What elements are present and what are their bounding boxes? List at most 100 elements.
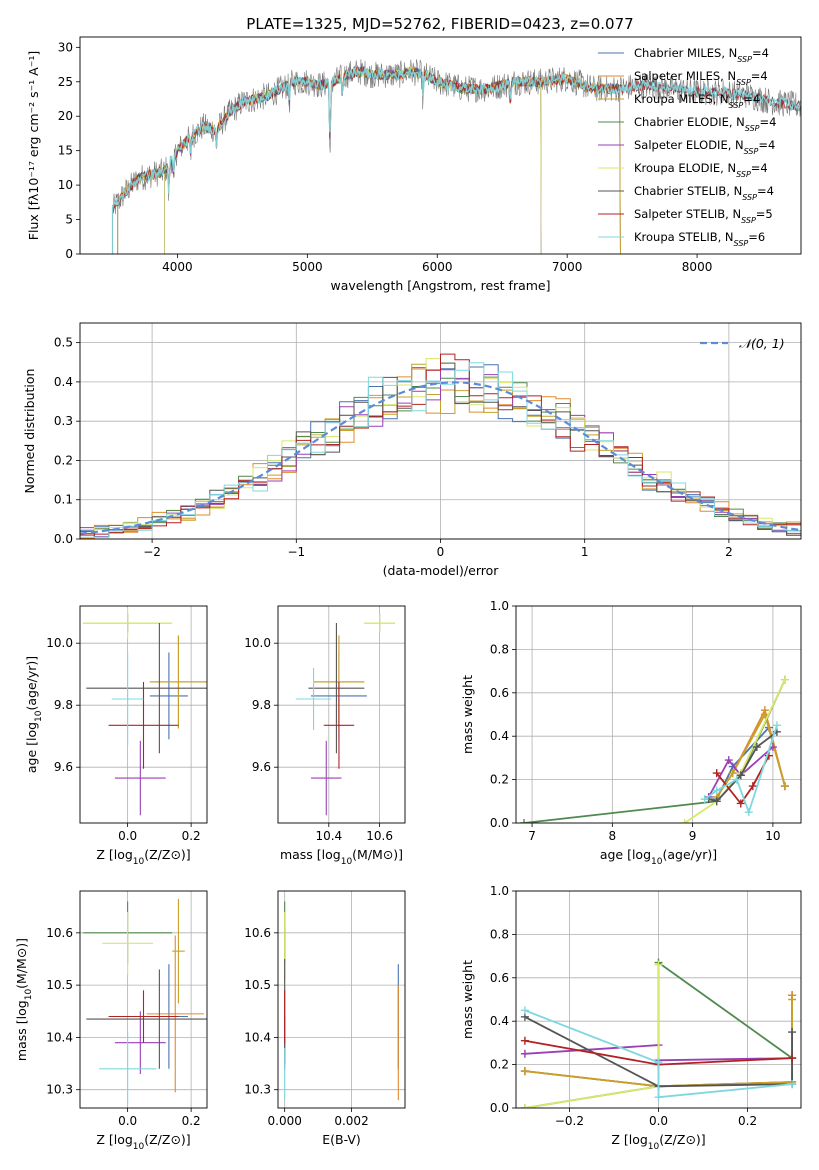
legend-label-suffix: =4 <box>751 161 768 175</box>
age-vs-mass-panel: 10.4 10.6 9.6 9.8 10.0 mass [log10(M/M⊙)] <box>244 605 406 867</box>
label-subscript: 10 <box>34 710 44 722</box>
model-spectrum-line <box>111 67 801 254</box>
weight-marker <box>520 819 529 823</box>
legend-label: Salpeter STELIB, NSSP=5 <box>634 207 773 225</box>
y-tick-label: 0.2 <box>490 773 509 787</box>
model-spectrum-line <box>164 66 542 254</box>
axes-frame <box>79 890 208 1109</box>
y-tick-label: 30 <box>58 40 73 54</box>
weight-marker <box>736 771 745 780</box>
legend-label: Chabrier ELODIE, NSSP=4 <box>634 115 776 133</box>
legend-label-subscript: SSP <box>736 170 751 179</box>
y-tick-label: 0.0 <box>490 1101 509 1115</box>
x-axis-label: Z [log10(Z/Z⊙)] <box>96 847 190 867</box>
x-tick-label: 8000 <box>682 260 713 274</box>
x-tick-label: 0.0 <box>649 1114 668 1128</box>
legend: Chabrier MILES, NSSP=4 Salpeter MILES, NS… <box>598 46 776 248</box>
weight-marker <box>752 743 761 752</box>
label-part: (Z/Z⊙)] <box>144 1132 190 1147</box>
y-tick-label: 0.8 <box>490 927 509 941</box>
plot-area <box>520 958 797 1108</box>
legend-label: 𝒩(0, 1) <box>739 336 785 351</box>
weight-marker <box>520 1049 529 1058</box>
label-subscript: 10 <box>24 989 34 1001</box>
legend-label: Salpeter ELODIE, NSSP=4 <box>634 138 775 156</box>
plot-area <box>520 675 789 823</box>
y-tick-label: 0.0 <box>490 816 509 830</box>
x-tick-label: 10 <box>765 829 780 843</box>
x-axis-label: Z [log10(Z/Z⊙)] <box>96 1132 190 1152</box>
x-tick-label: 10.4 <box>315 829 342 843</box>
y-tick-label: 10.0 <box>46 636 73 650</box>
plot-area <box>111 59 801 254</box>
weight-marker <box>772 721 781 730</box>
x-tick-label: 0.0 <box>118 1114 137 1128</box>
model-spectrum-line <box>164 66 542 254</box>
weight-marker <box>654 960 663 969</box>
x-tick-label: −2 <box>143 545 161 559</box>
weight-marker <box>728 769 737 778</box>
weight-marker <box>520 1006 529 1015</box>
legend-label-text: Kroupa ELODIE, N <box>634 161 736 175</box>
plot-area <box>83 898 207 1106</box>
legend-label: Kroupa MILES, NSSP=4 <box>634 92 760 110</box>
x-tick-label: 7000 <box>552 260 583 274</box>
y-tick-label: 0.4 <box>54 375 73 389</box>
y-tick-label: 9.6 <box>54 760 73 774</box>
label-subscript: 10 <box>133 857 145 867</box>
x-axis-label: E(B-V) <box>322 1132 361 1147</box>
axes-frame <box>277 890 406 1109</box>
legend-label-subscript: SSP <box>742 193 757 202</box>
residuals-panel: −2 −1 0 1 2 0.0 0.1 0.2 0.3 0.4 0.5 (data-model)/er… <box>22 322 802 578</box>
label-part: (age/yr)] <box>662 847 717 862</box>
y-tick-label: 5 <box>65 213 73 227</box>
label-part: (M/M⊙)] <box>14 938 29 989</box>
y-tick-label: 0.8 <box>490 642 509 656</box>
y-tick-label: 10.4 <box>46 1030 73 1044</box>
y-tick-label: 25 <box>58 75 73 89</box>
legend-label-text: Kroupa STELIB, N <box>634 230 734 244</box>
label-part: (age/yr)] <box>24 656 39 711</box>
label-part: age [log <box>600 847 651 862</box>
legend-label-suffix: =6 <box>748 230 765 244</box>
label-part: Z [log <box>96 1132 132 1147</box>
legend-label: Chabrier STELIB, NSSP=4 <box>634 184 774 202</box>
legend-label-suffix: =4 <box>743 92 760 106</box>
x-tick-label: 0 <box>437 545 445 559</box>
x-tick-label: 2 <box>725 545 733 559</box>
legend-label: Chabrier MILES, NSSP=4 <box>634 46 769 64</box>
y-tick-label: 20 <box>58 109 73 123</box>
legend-label-text: Salpeter ELODIE, N <box>634 138 744 152</box>
weight-line <box>707 746 774 798</box>
legend-label: Kroupa STELIB, NSSP=6 <box>634 230 765 248</box>
label-part: mass [log <box>280 847 341 862</box>
label-part: E(B-V) <box>322 1132 361 1147</box>
legend-label: Salpeter MILES, NSSP=4 <box>634 69 768 87</box>
y-tick-label: 10.4 <box>244 1030 271 1044</box>
label-part: mass weight <box>460 960 475 1039</box>
weight-marker <box>712 786 721 795</box>
normal-reference-curve <box>80 381 801 535</box>
label-subscript: 10 <box>133 1142 145 1152</box>
x-tick-label: −1 <box>287 545 305 559</box>
label-part: (M/M⊙)] <box>352 847 403 862</box>
model-spectrum-line <box>117 66 621 254</box>
y-tick-label: 10 <box>58 178 73 192</box>
x-tick-label: −0.2 <box>555 1114 584 1128</box>
legend-label-text: Kroupa MILES, N <box>634 92 729 106</box>
spectrum-panel: 4000 5000 6000 7000 8000 0 5 10 15 20 25 30 waveleng… <box>26 36 802 293</box>
weight-marker <box>732 775 741 784</box>
label-subscript: 10 <box>651 857 663 867</box>
mass-vs-metallicity-panel: 0.0 0.210.310.410.510.6Z [log10(Z/Z⊙)]mas… <box>14 890 208 1152</box>
axes-frame <box>79 36 802 255</box>
legend-label-suffix: =4 <box>751 69 768 83</box>
legend-label-subscript: SSP <box>741 216 756 225</box>
label-part: Z [log <box>611 1132 647 1147</box>
weight-line <box>524 1009 793 1099</box>
x-tick-label: 0.2 <box>182 829 201 843</box>
x-tick-label: 0.2 <box>738 1114 757 1128</box>
label-part: wavelength [Angstrom, rest frame] <box>330 278 550 293</box>
legend-label-suffix: =5 <box>756 207 773 221</box>
axes-frame <box>277 605 406 824</box>
